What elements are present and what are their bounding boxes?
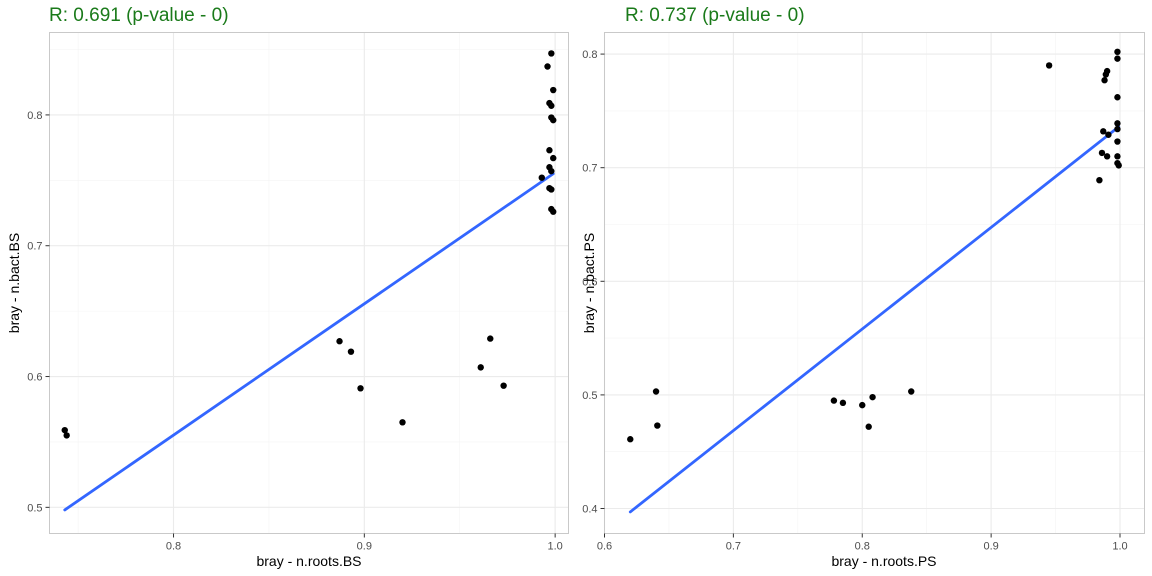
data-point bbox=[63, 432, 70, 439]
data-point bbox=[487, 335, 494, 342]
data-point bbox=[1103, 67, 1111, 75]
data-point bbox=[1045, 62, 1053, 69]
data-point bbox=[652, 388, 660, 395]
data-point bbox=[1114, 138, 1121, 145]
data-point bbox=[1105, 131, 1112, 138]
grid bbox=[49, 32, 569, 534]
plot-panel-border bbox=[604, 32, 1145, 534]
y-tick-label: 0.4 bbox=[582, 504, 597, 516]
data-point bbox=[550, 116, 557, 124]
data-point bbox=[550, 154, 557, 162]
data-point bbox=[336, 338, 343, 345]
data-point bbox=[865, 423, 872, 430]
x-axis: 0.8 0.9 1.0 bbox=[166, 533, 563, 553]
points-layer bbox=[61, 50, 557, 439]
panel-title: R: 0.737 (p-value - 0) bbox=[625, 5, 805, 26]
y-tick-label: 0.7 bbox=[582, 163, 597, 175]
data-point bbox=[869, 393, 876, 401]
plot-panel-border bbox=[49, 32, 569, 534]
data-point bbox=[1096, 176, 1103, 184]
y-axis-title: bray - n.bact.BS bbox=[6, 233, 22, 333]
data-point bbox=[839, 399, 847, 407]
data-point bbox=[1101, 77, 1108, 84]
x-tick-label: 0.9 bbox=[983, 541, 998, 553]
y-tick-label: 0.5 bbox=[27, 502, 42, 514]
data-point bbox=[548, 186, 555, 193]
panel-ps: R: 0.737 (p-value - 0) 0.6 0.7 0.8 0.9 1.0 0… bbox=[581, 5, 1145, 569]
data-point bbox=[538, 174, 545, 181]
data-point bbox=[627, 436, 634, 443]
data-point bbox=[548, 167, 555, 175]
y-tick-label: 0.8 bbox=[582, 49, 597, 61]
data-point bbox=[1115, 162, 1122, 169]
data-point bbox=[1114, 48, 1121, 56]
y-tick-label: 0.7 bbox=[27, 241, 42, 253]
x-axis-title: bray - n.roots.BS bbox=[256, 553, 361, 569]
fit-line bbox=[63, 172, 555, 512]
data-point bbox=[1103, 153, 1111, 160]
data-point bbox=[550, 208, 557, 215]
x-tick-label: 1.0 bbox=[1112, 541, 1127, 553]
data-point bbox=[500, 382, 507, 389]
data-point bbox=[1100, 128, 1107, 135]
x-tick-label: 0.7 bbox=[726, 541, 741, 553]
y-tick-label: 0.5 bbox=[582, 390, 597, 402]
data-point bbox=[550, 86, 557, 94]
y-tick-label: 0.6 bbox=[27, 372, 42, 384]
y-tick-label: 0.6 bbox=[582, 276, 597, 288]
grid bbox=[603, 32, 1145, 534]
x-tick-label: 0.8 bbox=[166, 541, 181, 553]
data-point bbox=[908, 388, 915, 395]
data-point bbox=[830, 397, 838, 404]
panel-bs: R: 0.691 (p-value - 0) 0.8 0.9 1.0 0.50.60… bbox=[6, 5, 569, 569]
data-point bbox=[399, 419, 406, 426]
x-tick-label: 0.8 bbox=[855, 541, 870, 553]
data-point bbox=[548, 102, 555, 109]
y-tick-label: 0.8 bbox=[27, 110, 42, 122]
data-point bbox=[347, 348, 355, 355]
data-point bbox=[1114, 120, 1121, 127]
data-point bbox=[1114, 94, 1121, 101]
data-point bbox=[357, 385, 364, 392]
x-axis: 0.6 0.7 0.8 0.9 1.0 bbox=[597, 533, 1128, 553]
data-point bbox=[477, 364, 484, 371]
data-point bbox=[1114, 125, 1121, 133]
data-point bbox=[546, 147, 553, 154]
data-point bbox=[544, 63, 551, 70]
y-axis: 0.5 0.6 0.7 0.8 bbox=[27, 110, 50, 514]
x-tick-label: 0.6 bbox=[597, 541, 612, 553]
y-axis: 0.4 0.5 0.6 0.7 0.8 bbox=[582, 49, 605, 516]
data-point bbox=[859, 401, 866, 409]
data-point bbox=[548, 50, 555, 57]
data-point bbox=[1098, 149, 1106, 157]
data-point bbox=[1114, 153, 1121, 160]
data-point bbox=[61, 426, 68, 434]
panel-title: R: 0.691 (p-value - 0) bbox=[49, 5, 229, 26]
x-axis-title: bray - n.roots.PS bbox=[831, 553, 936, 569]
x-tick-label: 0.9 bbox=[357, 541, 372, 553]
x-tick-label: 1.0 bbox=[547, 541, 562, 553]
data-point bbox=[654, 422, 661, 429]
y-axis-title: bray - n.bact.PS bbox=[581, 233, 597, 333]
fit-line bbox=[628, 125, 1121, 514]
data-point bbox=[1114, 55, 1121, 62]
points-layer bbox=[627, 48, 1122, 443]
